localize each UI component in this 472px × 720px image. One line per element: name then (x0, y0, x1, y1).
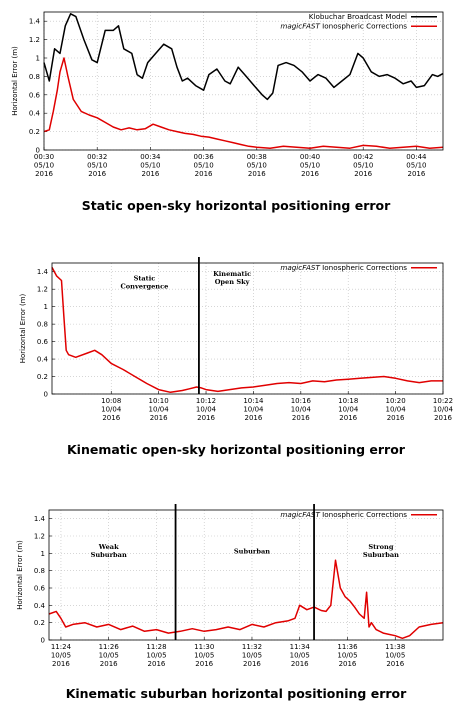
x-tick-label: 00:42 05/10 2016 (353, 153, 373, 178)
y-tick-label: 0.4 (29, 110, 41, 118)
x-tick-label: 11:24 10/05 2016 (51, 643, 72, 668)
chart-panel-static-open-sky: 0 0.2 0.4 0.6 0.8 1 1.2 1.4 00:30 05/10 2016 00:32 0… (0, 0, 472, 230)
plot-frame (51, 262, 444, 395)
x-tick-label: 10:08 10/04 2016 (101, 397, 122, 422)
y-tick-label: 0.6 (29, 91, 41, 99)
x-tick-label: 00:44 05/10 2016 (406, 153, 427, 178)
legend-label: magicFAST Ionospheric Corrections (280, 22, 407, 31)
phase-annotation: Kinematic Open Sky (213, 270, 251, 286)
x-tick-label: 10:16 10/04 2016 (291, 397, 312, 422)
x-tick-label: 10:20 10/04 2016 (386, 397, 407, 422)
series-line (43, 57, 444, 149)
y-tick-label: 1.2 (37, 286, 48, 294)
y-tick-label: 1.4 (34, 515, 46, 523)
series-line (48, 559, 444, 640)
y-tick-label: 1 (36, 55, 40, 63)
series-line (43, 13, 444, 101)
y-tick-label: 1.2 (29, 36, 40, 44)
x-tick-label: 11:26 10/05 2016 (99, 643, 120, 668)
chart-caption: Static open-sky horizontal positioning e… (81, 198, 391, 213)
chart-caption: Kinematic open-sky horizontal positionin… (67, 442, 405, 457)
x-tick-label: 11:28 10/05 2016 (146, 643, 166, 668)
x-tick-label: 11:34 10/05 2016 (290, 643, 311, 668)
x-tick-label: 10:14 10/04 2016 (243, 397, 264, 422)
x-tick-label: 11:36 10/05 2016 (337, 643, 358, 668)
chart-kinematic-open-sky: 0 0.2 0.4 0.6 0.8 1 1.2 1.4 10:08 10/04 2016 10:10 1… (19, 257, 454, 422)
x-tick-label: 00:30 05/10 2016 (34, 153, 54, 178)
y-tick-label: 0.6 (34, 585, 46, 593)
y-axis-label: Horizontal Error (m) (16, 540, 24, 610)
y-tick-label: 0 (36, 147, 40, 155)
chart-kinematic-suburban: 0 0.2 0.4 0.6 0.8 1 1.2 1.4 11:24 10/05 2016 11:26 1… (16, 504, 444, 668)
y-tick-label: 0.2 (29, 128, 40, 136)
x-tick-label: 11:32 10/05 2016 (242, 643, 262, 668)
y-tick-label: 0 (44, 391, 48, 399)
y-tick-label: 0.4 (37, 356, 49, 364)
y-tick-label: 1.4 (29, 18, 41, 26)
y-tick-label: 0.2 (37, 373, 48, 381)
y-tick-label: 1 (44, 303, 48, 311)
phase-annotation: Strong Suburban (363, 543, 399, 559)
x-tick-label: 11:30 10/05 2016 (194, 643, 214, 668)
chart-panel-kinematic-open-sky: 0 0.2 0.4 0.6 0.8 1 1.2 1.4 10:08 10/04 2016 10:10 1… (0, 245, 472, 465)
chart-panel-kinematic-suburban: 0 0.2 0.4 0.6 0.8 1 1.2 1.4 11:24 10/05 2016 11:26 1… (0, 496, 472, 720)
y-axis-label: Horizontal Error (m) (19, 293, 27, 363)
y-tick-label: 0.6 (37, 338, 49, 346)
y-tick-label: 0.2 (34, 619, 45, 627)
x-tick-label: 10:12 10/04 2016 (196, 397, 217, 422)
phase-annotation: Suburban (234, 547, 270, 555)
y-axis-label: Horizontal Error (m) (11, 46, 19, 116)
phase-annotation: Static Convergence (121, 274, 169, 290)
phase-annotation: Weak Suburban (91, 543, 127, 559)
y-tick-label: 1 (41, 550, 45, 558)
x-tick-label: 10:18 10/04 2016 (338, 397, 359, 422)
x-tick-label: 10:22 10/04 2016 (433, 397, 454, 422)
y-tick-label: 0.4 (34, 602, 46, 610)
legend-label: magicFAST Ionospheric Corrections (280, 263, 407, 272)
y-tick-label: 0.8 (37, 321, 48, 329)
legend-label: magicFAST Ionospheric Corrections (280, 510, 407, 519)
x-tick-label: 00:32 05/10 2016 (87, 153, 107, 178)
y-tick-label: 1.4 (37, 268, 49, 276)
legend-label: Klobuchar Broadcast Model (309, 12, 407, 21)
chart-static-open-sky: 0 0.2 0.4 0.6 0.8 1 1.2 1.4 00:30 05/10 2016 00:32 0… (11, 11, 444, 178)
x-tick-label: 00:34 05/10 2016 (140, 153, 161, 178)
y-tick-label: 0 (41, 637, 45, 645)
x-tick-label: 00:40 05/10 2016 (300, 153, 320, 178)
y-tick-label: 0.8 (29, 73, 40, 81)
x-tick-label: 11:38 10/05 2016 (385, 643, 405, 668)
x-tick-label: 00:36 05/10 2016 (194, 153, 215, 178)
x-tick-label: 10:10 10/04 2016 (149, 397, 170, 422)
plot-frame (43, 11, 444, 151)
chart-caption: Kinematic suburban horizontal positionin… (65, 686, 407, 701)
series-line (51, 267, 443, 394)
x-tick-label: 00:38 05/10 2016 (247, 153, 267, 178)
plot-frame (48, 509, 444, 641)
y-tick-label: 0.8 (34, 567, 45, 575)
y-tick-label: 1.2 (34, 533, 45, 541)
